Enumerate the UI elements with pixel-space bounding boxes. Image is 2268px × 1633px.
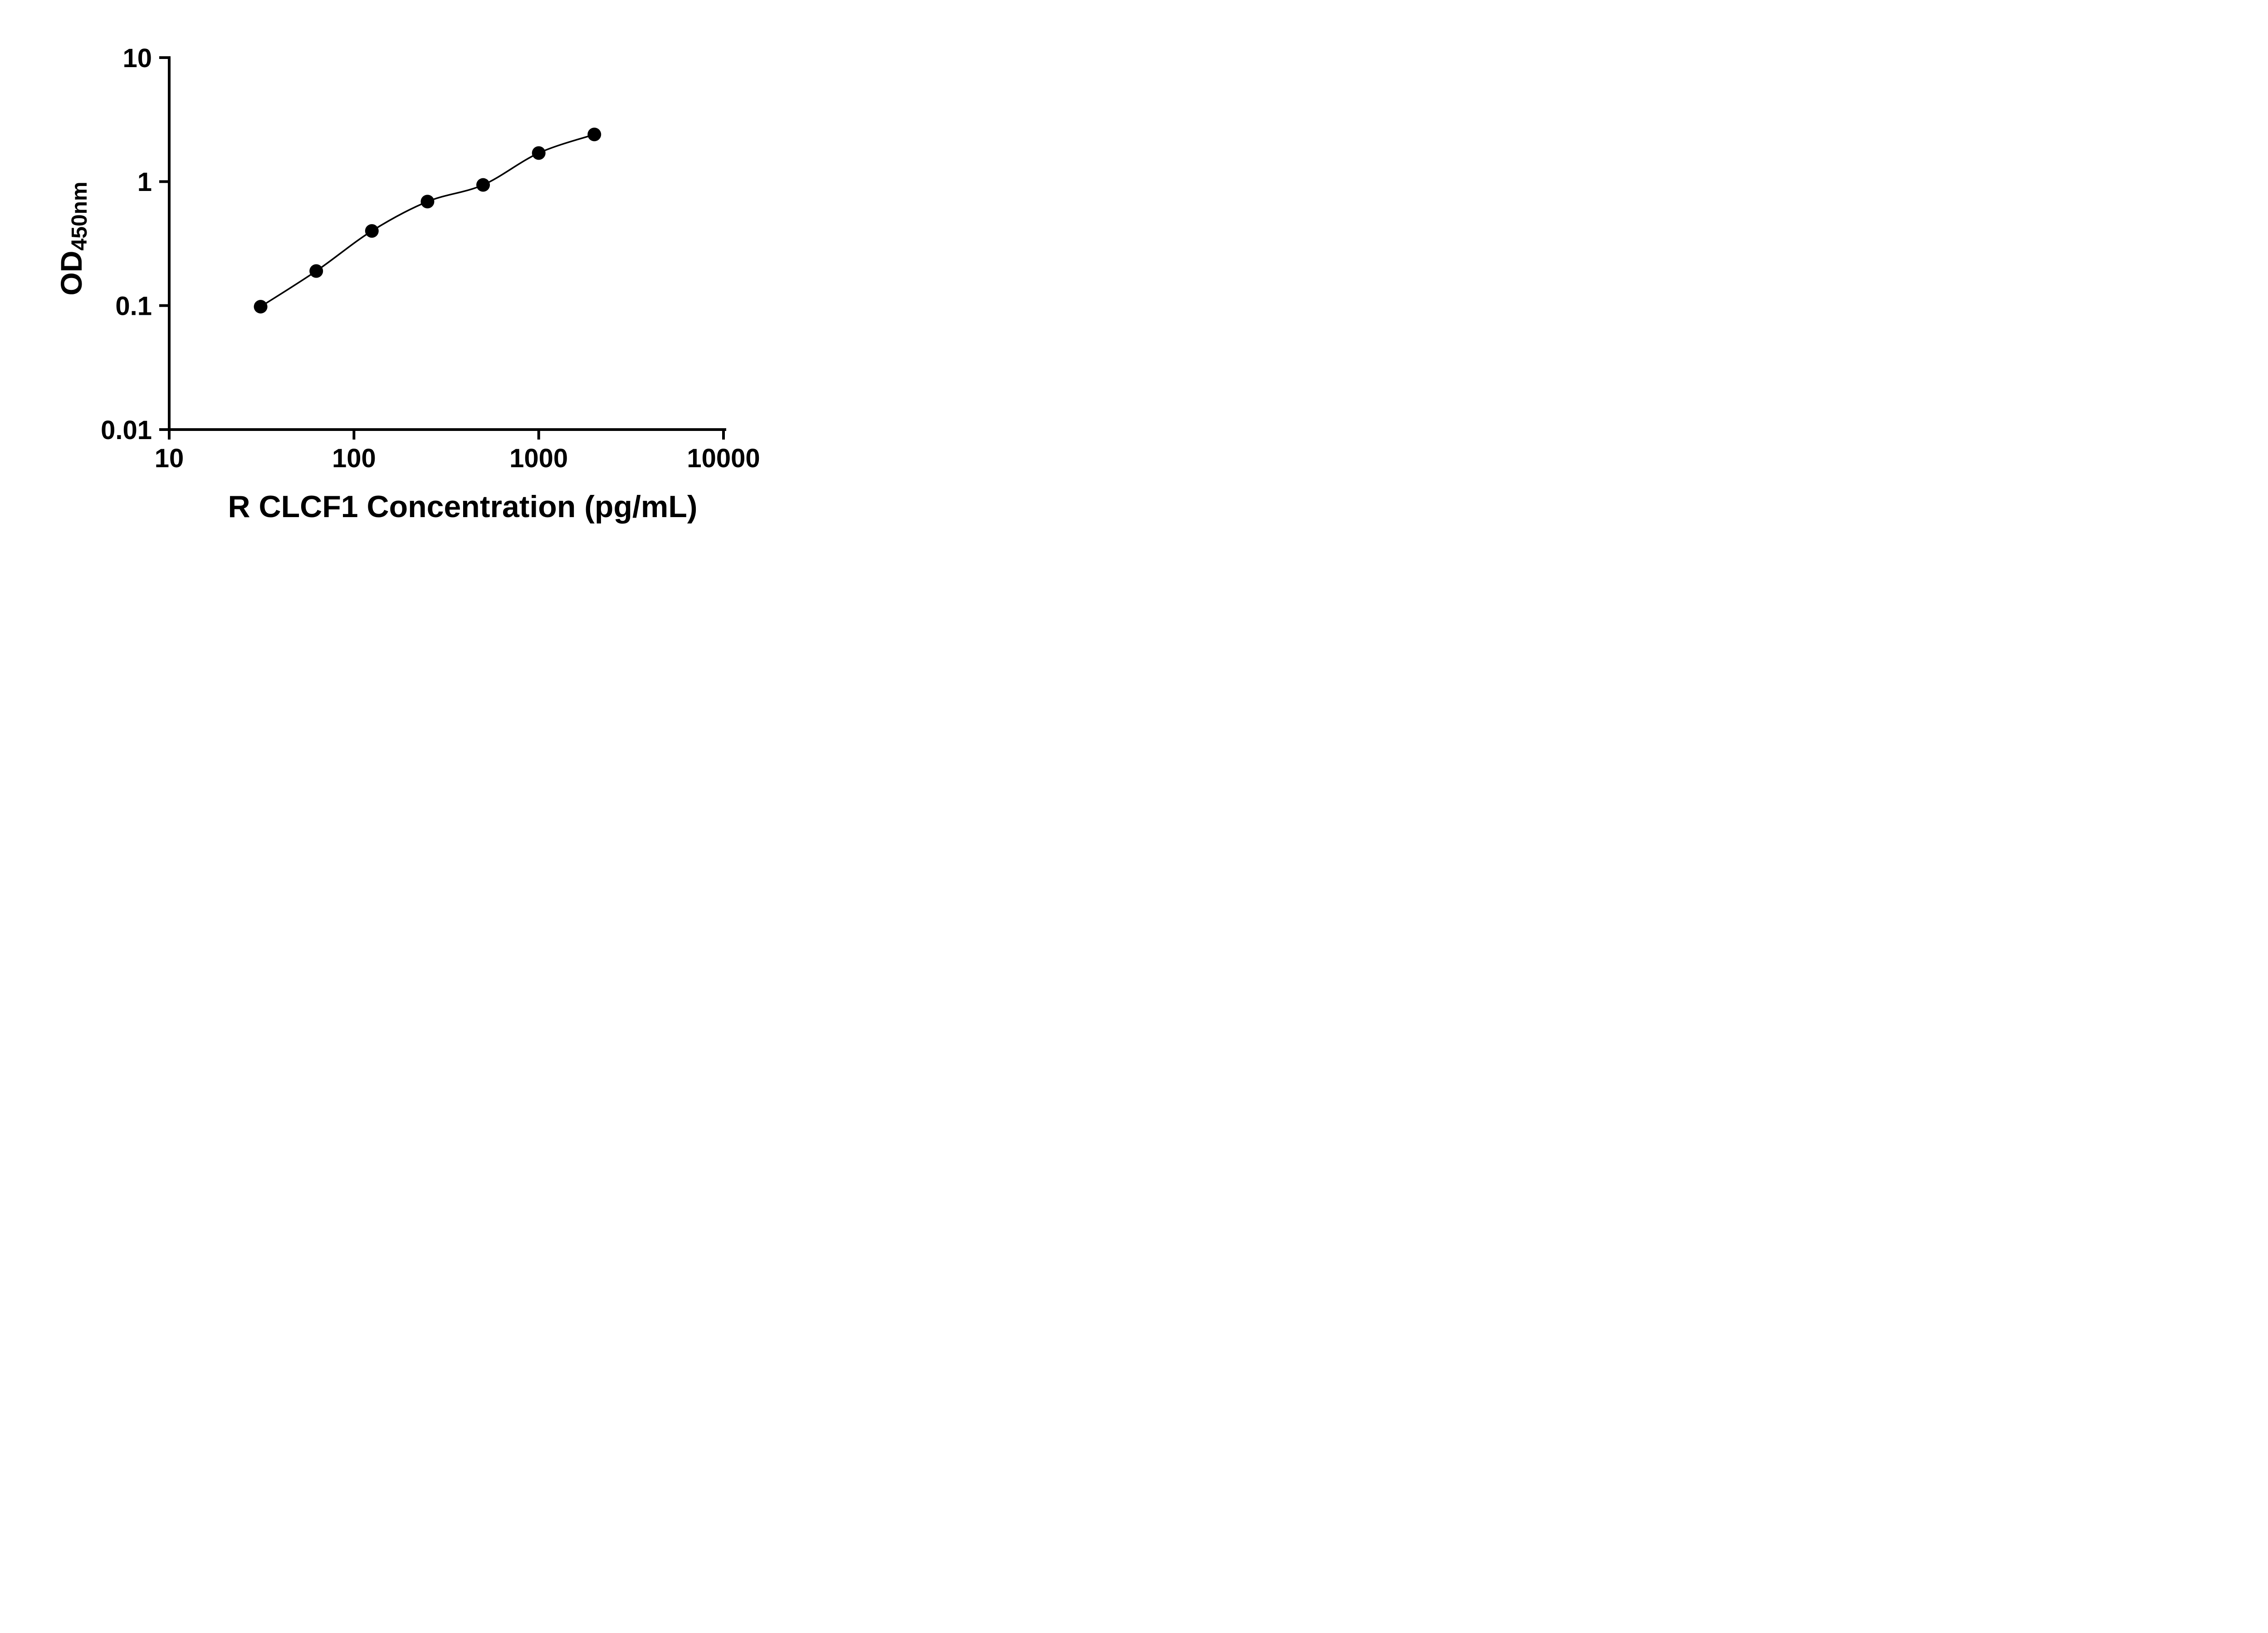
axes-spine bbox=[168, 56, 726, 431]
data-point bbox=[420, 195, 435, 209]
y-tick-label: 0.01 bbox=[101, 416, 152, 445]
data-point bbox=[309, 264, 323, 278]
x-tick-label: 1000 bbox=[509, 444, 568, 473]
elisa-standard-curve-figure: 0.01 0.1 1 10 10 100 1000 10000 OD450nm R CLCF1… bbox=[18, 7, 796, 552]
x-tick-label: 10000 bbox=[687, 444, 760, 473]
data-point bbox=[476, 178, 490, 192]
data-point bbox=[532, 146, 546, 160]
y-axis-title-subscript: 450nm bbox=[67, 181, 92, 251]
y-axis-title: OD450nm bbox=[54, 181, 92, 296]
y-tick-label: 0.1 bbox=[115, 292, 152, 321]
x-tick-label: 10 bbox=[155, 444, 184, 473]
x-tick-label: 100 bbox=[332, 444, 376, 473]
x-axis-title: R CLCF1 Concentration (pg/mL) bbox=[228, 489, 698, 524]
data-point bbox=[365, 224, 379, 238]
fit-curve bbox=[260, 133, 595, 308]
y-tick-label: 1 bbox=[137, 167, 152, 197]
y-axis-title-main: OD bbox=[54, 250, 88, 296]
data-point bbox=[587, 127, 601, 142]
data-point bbox=[254, 300, 268, 314]
y-tick-label: 10 bbox=[122, 44, 152, 73]
standard-curve-plot: 0.01 0.1 1 10 10 100 1000 10000 bbox=[101, 44, 760, 473]
